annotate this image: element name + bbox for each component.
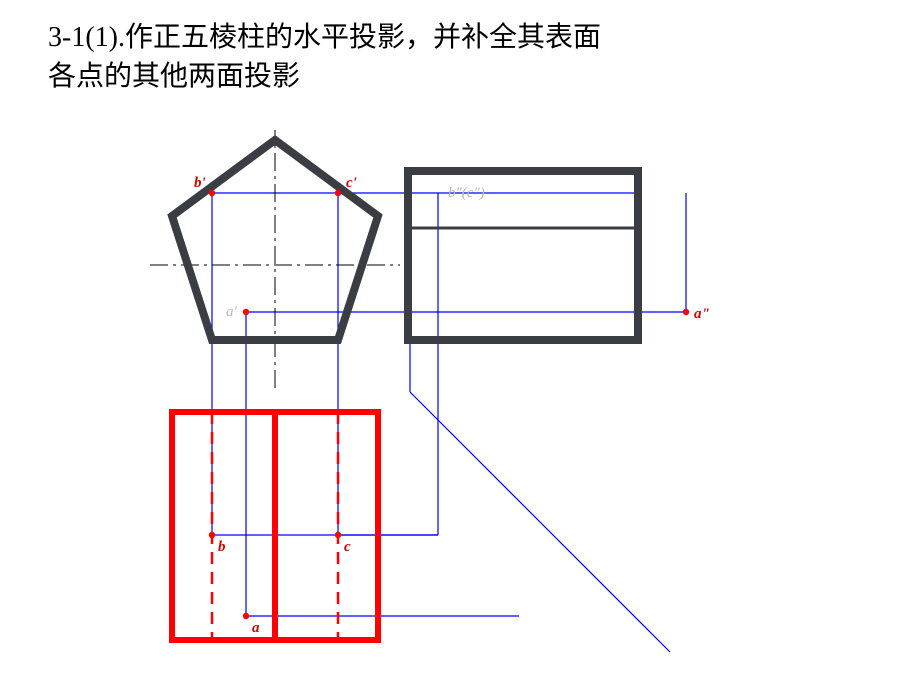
point-a_prime: [243, 309, 249, 315]
point-b_prime: [209, 190, 215, 196]
side-view-rect: [408, 171, 638, 340]
label-c_prime: c': [346, 175, 357, 191]
point-c_prime: [335, 190, 341, 196]
label-b_dblprime: b"(c"): [448, 185, 485, 201]
point-a: [243, 613, 249, 619]
point-a_dblprime: [683, 309, 689, 315]
projection-diagram: b' c' a' b"(c") a" b c a: [130, 130, 830, 690]
label-a_prime: a': [226, 304, 238, 320]
label-a: a: [252, 620, 260, 636]
point-c: [335, 532, 341, 538]
label-c: c: [344, 539, 351, 555]
construction-line: [410, 392, 670, 652]
problem-title: 3-1(1).作正五棱柱的水平投影，并补全其表面 各点的其他两面投影: [48, 18, 868, 96]
label-a_dblprime: a": [694, 306, 710, 322]
point-b: [209, 532, 215, 538]
label-b: b: [218, 539, 226, 555]
label-b_prime: b': [194, 175, 206, 191]
title-line-1: 3-1(1).作正五棱柱的水平投影，并补全其表面: [48, 22, 601, 53]
title-line-2: 各点的其他两面投影: [48, 61, 300, 92]
